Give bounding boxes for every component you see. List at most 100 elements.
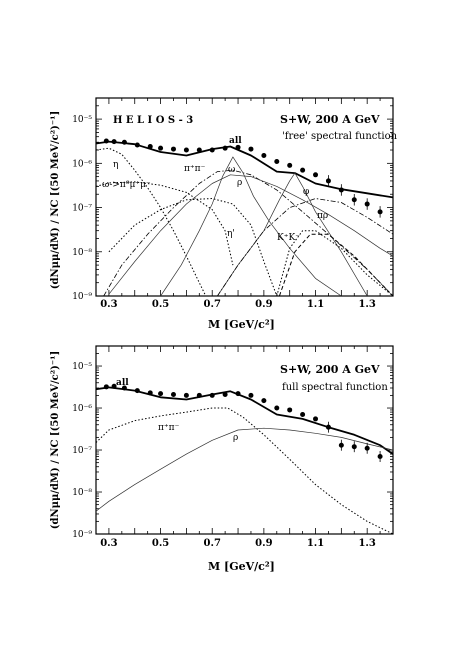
x-tick-label: 0.7 — [204, 538, 221, 549]
data-point — [103, 138, 109, 144]
x-axis-title: M [GeV/c²] — [208, 318, 275, 331]
data-point — [196, 147, 202, 153]
series-label: πρ — [317, 211, 328, 221]
data-point — [196, 392, 202, 398]
y-tick-label: 10⁻⁷ — [72, 204, 92, 214]
x-axis-title: M [GeV/c²] — [208, 560, 275, 573]
y-tick-label: 10⁻⁷ — [72, 446, 92, 456]
data-point — [147, 390, 153, 396]
series-line — [160, 156, 342, 296]
series-label: ω — [228, 165, 235, 175]
data-point — [364, 445, 370, 451]
series-line — [96, 427, 393, 512]
series-label: π⁺π⁻ — [158, 423, 180, 433]
data-point — [103, 384, 109, 390]
data-point — [121, 139, 127, 145]
data-point — [111, 139, 117, 145]
experiment-label: H E L I O S - 3 — [113, 115, 193, 126]
y-axis-label: (dNμμ/dM) / NC [(50 MeV/c²)⁻¹] — [50, 111, 61, 289]
data-point — [377, 209, 383, 215]
data-point — [183, 147, 189, 153]
data-point — [351, 197, 357, 203]
x-tick-label: 0.3 — [100, 299, 117, 310]
data-point — [338, 442, 344, 448]
series-line — [108, 174, 393, 295]
data-point — [248, 392, 254, 398]
y-tick-label: 10⁻⁹ — [72, 530, 92, 540]
series-line — [217, 198, 393, 296]
x-tick-label: 1.1 — [307, 538, 324, 549]
data-point — [300, 412, 306, 418]
data-point — [111, 383, 117, 389]
data-point — [325, 178, 331, 184]
y-tick-label: 10⁻⁶ — [72, 404, 92, 414]
data-point — [235, 391, 241, 397]
data-point — [170, 391, 176, 397]
data-point — [274, 405, 280, 411]
chart-title: S+W, 200 A GeV — [280, 113, 380, 126]
data-point — [235, 144, 241, 150]
data-point — [351, 444, 357, 450]
data-point — [222, 391, 228, 397]
x-tick-label: 0.9 — [255, 299, 272, 310]
y-tick-label: 10⁻⁵ — [72, 362, 92, 372]
series-label: all — [229, 136, 242, 146]
x-tick-label: 0.9 — [255, 538, 272, 549]
chart-subtitle: 'free' spectral function — [282, 131, 398, 142]
data-point — [313, 172, 319, 178]
series-label: η' — [227, 229, 235, 239]
series-label: η — [113, 160, 118, 170]
data-point — [170, 146, 176, 152]
x-axis-label: M [GeV/c²] — [208, 318, 275, 331]
x-tick-label: 0.5 — [152, 299, 169, 310]
chart-title: S+W, 200 A GeV — [280, 363, 380, 376]
series-line — [96, 386, 393, 455]
y-tick-label: 10⁻⁶ — [72, 159, 92, 169]
series-line — [278, 233, 393, 296]
y-axis-label: (dNμμ/dM) / NC [(50 MeV/c²)⁻¹] — [50, 351, 61, 529]
y-tick-label: 10⁻⁵ — [72, 115, 92, 125]
series-label: ω->π⁰μ⁺μ⁻ — [102, 180, 151, 190]
curves — [96, 386, 393, 534]
plot-frame — [95, 345, 394, 535]
series-line — [96, 147, 207, 296]
series-label: all — [116, 378, 129, 388]
data-point — [261, 153, 267, 159]
data-point — [274, 158, 280, 164]
series-label: π⁺π⁻ — [184, 164, 206, 174]
data-point — [377, 454, 383, 460]
data-point — [287, 162, 293, 168]
data-point — [313, 416, 319, 422]
data-point — [222, 145, 228, 151]
series-line — [96, 407, 393, 534]
chart-panel-1: H E L I O S - 3 S+W, 200 A GeV 'free' sp… — [50, 97, 398, 331]
series-line — [276, 230, 393, 296]
curves — [96, 140, 393, 296]
data-point — [261, 398, 267, 404]
series-label: ρ — [233, 433, 238, 443]
data-point — [287, 407, 293, 413]
data-point — [248, 146, 254, 152]
data-point — [134, 388, 140, 394]
y-tick-label: 10⁻⁹ — [72, 292, 92, 302]
data-point — [338, 187, 344, 193]
data-point — [325, 424, 331, 430]
x-tick-label: 1.3 — [358, 538, 375, 549]
x-tick-label: 0.3 — [100, 538, 117, 549]
y-tick-label: 10⁻⁸ — [72, 248, 92, 258]
series-label: K⁺K⁻ — [277, 233, 300, 243]
series-label: φ — [303, 187, 309, 197]
data-point — [183, 392, 189, 398]
data-point — [158, 391, 164, 397]
data-point — [158, 145, 164, 151]
data-point — [300, 167, 306, 173]
x-axis-label: M [GeV/c²] — [208, 560, 275, 573]
x-tick-label: 1.1 — [307, 299, 324, 310]
data-point — [209, 147, 215, 153]
data-point — [121, 385, 127, 391]
data-point — [147, 144, 153, 150]
chart-panel-2: S+W, 200 A GeV full spectral function M … — [50, 345, 394, 573]
series-label: ρ — [237, 178, 242, 188]
plot-frame — [95, 97, 394, 297]
